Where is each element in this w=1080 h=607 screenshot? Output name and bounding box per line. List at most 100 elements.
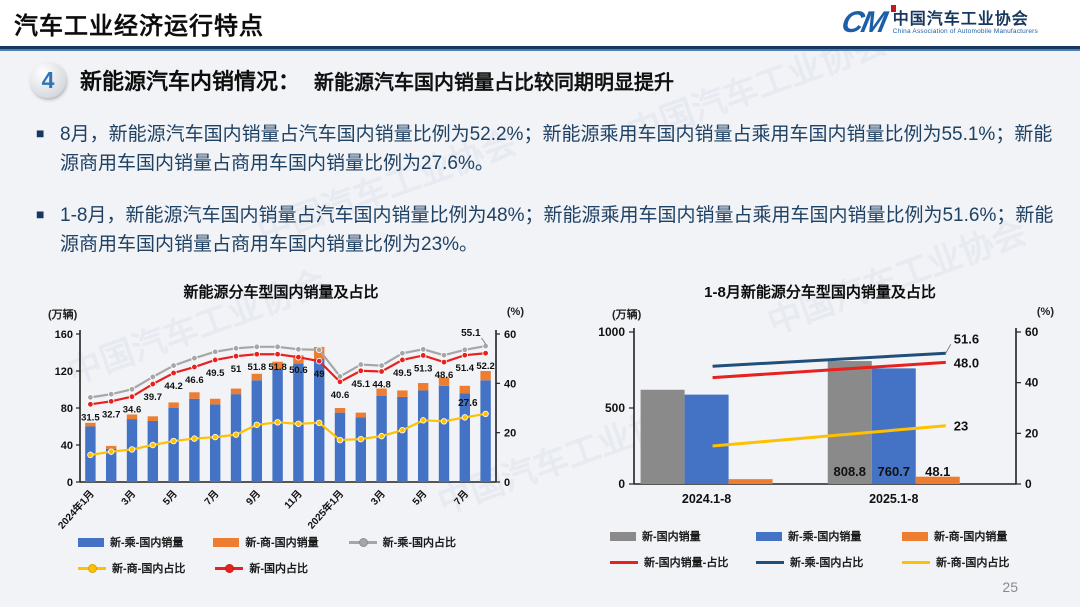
left-chart-canvas: 0 40 80 120 160 0 20 40 60 31.5 32.7 34.639.744.246… (55, 328, 517, 531)
svg-text:49.5: 49.5 (206, 368, 225, 379)
legend-swatch (213, 537, 240, 547)
legend-item-line: 新-国内销量-占比 (610, 554, 756, 570)
svg-text:32.7: 32.7 (102, 409, 121, 420)
svg-text:44.8: 44.8 (372, 379, 391, 390)
legend-label: 新-国内销量-占比 (644, 557, 729, 569)
legend-label: 新-国内占比 (249, 563, 308, 575)
legend-swatch (348, 537, 377, 547)
right-grouped-chart: 1-8月新能源分车型国内销量及占比 (万辆) (%) 0 500 1000 0 20 40… (572, 282, 1068, 570)
legend-label: 新-乘-国内销量 (788, 531, 862, 543)
logo-org-name-en: China Association of Automobile Manufact… (892, 28, 1038, 36)
svg-text:46.6: 46.6 (185, 375, 204, 386)
svg-text:51.6: 51.6 (954, 331, 979, 346)
svg-text:51.8: 51.8 (248, 362, 266, 373)
svg-text:2024.1-8: 2024.1-8 (682, 492, 731, 506)
svg-text:40: 40 (61, 440, 73, 452)
svg-text:48.6: 48.6 (435, 370, 454, 381)
svg-text:5月: 5月 (160, 488, 179, 508)
svg-text:55.1: 55.1 (461, 328, 481, 339)
logo-seal-mark (890, 4, 896, 12)
svg-text:2025.1-8: 2025.1-8 (869, 492, 918, 506)
legend-label: 新-商-国内占比 (112, 563, 186, 575)
left-combo-chart: 新能源分车型国内销量及占比 (万辆) (%) 0 40 80 120 160 0 20 40 6… (20, 282, 542, 576)
svg-text:3月: 3月 (119, 488, 138, 508)
svg-text:60: 60 (504, 329, 516, 341)
section-number-badge: 4 (30, 62, 66, 98)
bullet-square-icon: ■ (36, 125, 45, 141)
legend-swatch (215, 563, 244, 573)
svg-text:2024年1月: 2024年1月 (55, 487, 97, 531)
right-chart-legend: 新-国内销量 新-乘-国内销量 新-商-国内销量新-国内销量-占比 新-乘-国内占比 新… (572, 528, 1068, 570)
svg-text:760.7: 760.7 (877, 464, 910, 479)
bullet-text: 8月，新能源汽车国内销量占汽车国内销量比例为52.2%；新能源乘用车国内销量占乘… (60, 124, 1053, 175)
right-chart-left-axis-unit: (万辆) (612, 309, 642, 321)
svg-text:0: 0 (1025, 477, 1032, 491)
svg-text:27.6: 27.6 (458, 398, 478, 409)
page-title: 汽车工业经济运行特点 (14, 12, 264, 40)
left-chart-title: 新能源分车型国内销量及占比 (183, 284, 379, 301)
right-chart-title: 1-8月新能源分车型国内销量及占比 (704, 284, 936, 301)
legend-swatch (902, 531, 928, 541)
caam-logo-mark: CM (838, 6, 889, 39)
svg-text:48.1: 48.1 (925, 464, 950, 479)
svg-text:34.6: 34.6 (123, 405, 142, 416)
legend-item-line: 新-商-国内占比 (78, 560, 185, 576)
legend-swatch (756, 531, 782, 541)
svg-text:0: 0 (504, 477, 510, 489)
right-chart-canvas: 0 500 1000 0 20 40 60 808.8 760.7 48.1 48.0 51.6 23 2… (598, 325, 1039, 506)
legend-item-bar: 新-乘-国内销量 (756, 528, 902, 544)
svg-text:160: 160 (55, 329, 73, 341)
svg-text:3月: 3月 (368, 488, 387, 508)
svg-text:11月: 11月 (282, 488, 305, 511)
legend-marker-dot (358, 537, 368, 547)
legend-label: 新-商-国内销量 (934, 531, 1008, 543)
svg-text:1000: 1000 (598, 325, 625, 339)
svg-text:0: 0 (67, 477, 73, 489)
legend-swatch (610, 560, 638, 564)
svg-text:49: 49 (314, 369, 325, 380)
svg-text:51.3: 51.3 (414, 363, 433, 374)
svg-text:39.7: 39.7 (144, 392, 163, 403)
legend-swatch (902, 560, 930, 564)
svg-text:7月: 7月 (452, 488, 471, 508)
legend-marker-dot (225, 563, 235, 573)
legend-swatch (756, 560, 784, 564)
legend-item-bar: 新-商-国内销量 (902, 528, 1048, 544)
svg-text:808.8: 808.8 (833, 464, 866, 479)
left-chart-left-axis-unit: (万辆) (48, 309, 78, 321)
legend-label: 新-国内销量 (642, 531, 701, 543)
legend-item-line: 新-乘-国内占比 (348, 534, 456, 550)
legend-swatch (610, 531, 636, 541)
svg-text:40: 40 (504, 378, 516, 390)
header-divider (0, 46, 1080, 51)
legend-label: 新-乘-国内占比 (790, 557, 864, 569)
svg-text:51: 51 (231, 364, 242, 375)
bullet-square-icon: ■ (36, 205, 45, 222)
section-title: 新能源汽车内销情况： (80, 69, 301, 94)
left-chart-right-axis-unit: (%) (506, 306, 524, 318)
legend-label: 新-商-国内占比 (936, 557, 1010, 569)
bullet-item: ■ 1-8月，新能源汽车国内销量占汽车国内销量比例为48%；新能源乘用车国内销量… (36, 201, 1054, 260)
legend-item-line: 新-国内占比 (215, 560, 308, 576)
svg-text:31.5: 31.5 (81, 412, 100, 423)
legend-label: 新-乘-国内占比 (382, 537, 456, 549)
left-chart-legend: 新-乘-国内销量 新-商-国内销量 新-乘-国内占比 新-商-国内占比 新-国内占比 (20, 534, 542, 576)
svg-text:51.8: 51.8 (268, 362, 287, 373)
svg-text:7月: 7月 (202, 488, 221, 508)
svg-text:80: 80 (61, 403, 73, 415)
bullet-item: ■ 8月，新能源汽车国内销量占汽车国内销量比例为52.2%；新能源乘用车国内销量… (36, 120, 1054, 179)
svg-text:44.2: 44.2 (164, 381, 183, 392)
svg-text:60: 60 (1025, 325, 1039, 339)
svg-text:52.2: 52.2 (476, 361, 495, 372)
legend-item-bar: 新-国内销量 (610, 528, 756, 544)
svg-text:51.4: 51.4 (456, 363, 475, 374)
logo-org-name-cn: 中国汽车工业协会 (892, 10, 1029, 28)
svg-text:120: 120 (55, 366, 73, 378)
section-heading: 4 新能源汽车内销情况： 新能源汽车国内销量占比较同期明显提升 (30, 62, 674, 98)
svg-text:40: 40 (1025, 376, 1039, 390)
svg-text:40.6: 40.6 (331, 390, 350, 401)
section-subtitle: 新能源汽车国内销量占比较同期明显提升 (314, 71, 675, 94)
svg-text:45.1: 45.1 (352, 379, 371, 390)
page-number: 25 (1002, 579, 1018, 595)
